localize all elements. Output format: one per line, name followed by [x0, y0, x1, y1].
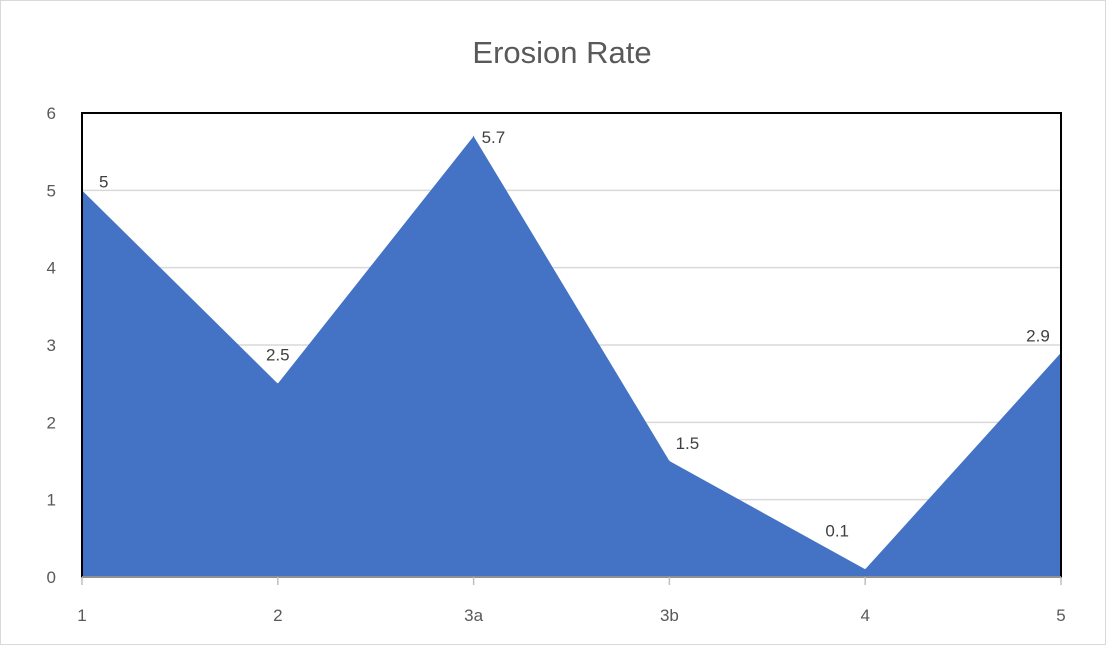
data-point: [473, 135, 475, 137]
chart-title: Erosion Rate: [472, 35, 651, 70]
x-tick-label: 5: [1056, 606, 1065, 625]
data-label: 1.5: [676, 434, 700, 453]
data-point: [864, 568, 866, 570]
area-fill: [82, 136, 1061, 577]
y-tick-label: 6: [47, 104, 56, 123]
axes: [81, 576, 1062, 585]
data-label: 5.7: [482, 128, 506, 147]
data-label: 0.1: [825, 521, 849, 540]
x-axis-tick-labels: 1 2 3a 3b 4 5: [77, 606, 1065, 625]
y-tick-label: 3: [47, 336, 56, 355]
y-tick-label: 2: [47, 413, 56, 432]
y-tick-label: 1: [47, 491, 56, 510]
data-labels: 5 2.5 5.7 1.5 0.1 2.9: [99, 128, 1050, 540]
data-label: 2.5: [266, 346, 290, 365]
x-tick-label: 1: [77, 606, 86, 625]
x-tick-label: 3a: [464, 606, 483, 625]
data-label: 2.9: [1026, 327, 1050, 346]
data-label: 5: [99, 172, 108, 191]
x-tick-label: 4: [860, 606, 869, 625]
y-axis-tick-labels: 0 1 2 3 4 5 6: [47, 104, 56, 587]
data-point: [668, 460, 670, 462]
y-tick-label: 0: [47, 568, 56, 587]
data-point: [277, 383, 279, 385]
y-tick-label: 5: [47, 181, 56, 200]
y-tick-label: 4: [47, 259, 56, 278]
x-tick-label: 2: [273, 606, 282, 625]
x-tick-label: 3b: [660, 606, 679, 625]
